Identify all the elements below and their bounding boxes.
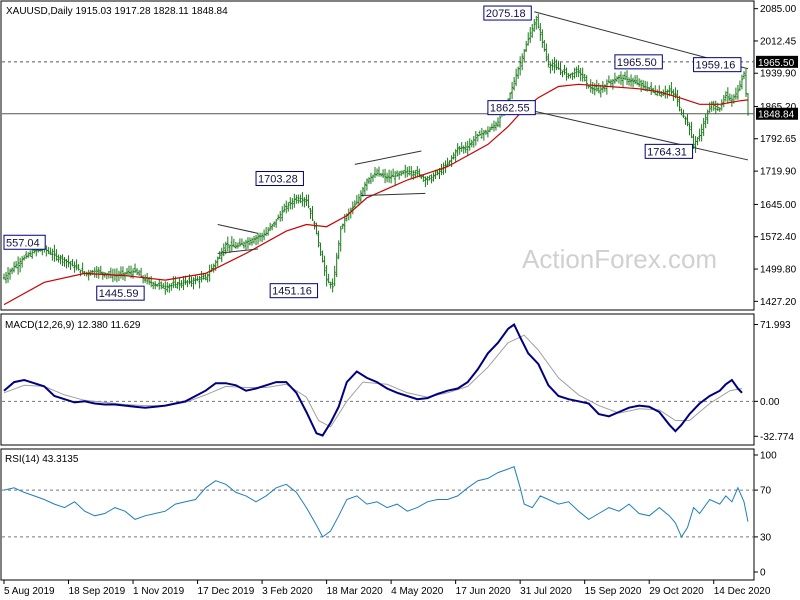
rsi-panel <box>0 448 755 581</box>
annotation-label: 1445.59 <box>99 288 139 300</box>
y-tick-label: 1499.80 <box>760 265 797 276</box>
price-annotation-6: 1862.55 <box>487 100 536 116</box>
y-tick-label: 1719.90 <box>760 167 797 178</box>
x-tick-label: 18 Sep 2019 <box>69 586 126 597</box>
annotation-box <box>96 285 145 301</box>
rsi-y-axis: 100 70 30 0 <box>754 451 777 579</box>
trendline-6 <box>360 192 426 197</box>
y-tick-label: 0.00 <box>760 397 780 408</box>
price-annotation-3: 1703.28 <box>255 171 304 187</box>
price-panel <box>0 0 755 311</box>
price-annotation-7: 1965.50 <box>614 54 663 70</box>
price-panel-title: XAUUSD,Daily 1915.03 1917.28 1828.11 184… <box>6 6 228 17</box>
price-annotation-1: 557.04 <box>3 234 46 250</box>
macd-panel <box>0 313 755 446</box>
x-tick-label: 3 Feb 2020 <box>262 586 313 597</box>
price-annotations: 557.04 1445.59 1703.28 1451.16 2075.18 1862.5… <box>3 5 742 301</box>
price-y-axis: 2085.00 2012.45 1939.90 1865.20 1792.65 1719.… <box>754 4 798 308</box>
macd-panel-title: MACD(12,26,9) 12.380 11.629 <box>5 320 141 331</box>
trendlines-group <box>217 11 749 254</box>
macd-series-group <box>2 322 754 437</box>
x-tick-label: 5 Aug 2019 <box>4 586 55 597</box>
annotation-box <box>483 5 532 21</box>
annotation-box <box>614 54 663 70</box>
y-tick-label: 0 <box>760 568 766 579</box>
annotation-box <box>487 100 536 116</box>
rsi-panel-title: RSI(14) 43.3135 <box>5 454 79 465</box>
price-annotation-9: 1764.31 <box>644 143 694 159</box>
x-tick-label: 4 May 2020 <box>391 586 444 597</box>
trendline-5 <box>354 150 422 165</box>
annotation-label: 1965.50 <box>617 57 657 69</box>
trendline-4 <box>217 248 259 254</box>
price-annotation-5: 2075.18 <box>483 5 532 21</box>
x-tick-label: 15 Sep 2020 <box>585 586 642 597</box>
price-tag-label: 1848.84 <box>758 110 795 121</box>
y-tick-label: -32.774 <box>760 432 794 443</box>
x-tick-label: 17 Dec 2019 <box>198 586 255 597</box>
annotation-box <box>269 283 319 299</box>
y-tick-label: 1572.40 <box>760 232 797 243</box>
price-annotation-2: 1445.59 <box>96 285 145 301</box>
price-series-group <box>2 13 750 306</box>
annotation-box <box>693 57 742 73</box>
x-tick-label: 1 Nov 2019 <box>133 586 185 597</box>
trendline-3 <box>217 223 259 234</box>
y-tick-label: 100 <box>760 451 777 462</box>
x-tick-label: 14 Dec 2020 <box>714 586 771 597</box>
annotation-label: 2075.18 <box>486 8 526 20</box>
price-annotation-4: 1451.16 <box>269 283 319 299</box>
macd-signal-line <box>3 334 743 428</box>
price-tag-label: 1965.50 <box>758 58 795 69</box>
y-tick-label: 1865.20 <box>760 102 797 113</box>
y-tick-label: 1427.20 <box>760 297 797 308</box>
watermark: ActionForex.com <box>522 244 717 274</box>
x-tick-label: 18 Mar 2020 <box>327 586 384 597</box>
annotation-label: 1862.55 <box>490 103 530 115</box>
y-tick-label: 1792.65 <box>760 134 797 145</box>
annotation-label: 1959.16 <box>696 60 736 72</box>
y-tick-label: 2085.00 <box>760 4 797 15</box>
x-tick-label: 17 Jun 2020 <box>456 586 511 597</box>
macd-line <box>3 322 743 437</box>
annotation-label: 557.04 <box>6 237 40 249</box>
rsi-line <box>3 466 749 538</box>
x-tick-label: 31 Jul 2020 <box>520 586 572 597</box>
y-tick-label: 1645.00 <box>760 200 797 211</box>
moving-average-line <box>3 83 749 306</box>
x-tick-label: 29 Oct 2020 <box>649 586 704 597</box>
y-tick-label: 2012.45 <box>760 36 797 47</box>
y-tick-label: 1939.90 <box>760 69 797 80</box>
annotation-label: 1764.31 <box>647 146 687 158</box>
annotation-box <box>255 171 304 187</box>
annotation-box <box>3 234 46 250</box>
annotation-label: 1703.28 <box>258 174 298 186</box>
price-tag-bg <box>756 107 798 120</box>
date-x-axis: 5 Aug 2019 18 Sep 2019 1 Nov 2019 17 Dec 20… <box>3 580 771 597</box>
y-tick-label: 30 <box>760 532 772 543</box>
annotation-label: 1451.16 <box>272 286 312 298</box>
trendline-2 <box>507 104 749 161</box>
macd-y-axis: 71.993 0.00 -32.774 <box>754 320 794 443</box>
annotation-box <box>644 143 694 159</box>
rsi-series-group <box>2 466 754 538</box>
y-tick-label: 70 <box>760 486 772 497</box>
price-annotation-8: 1959.16 <box>693 57 742 73</box>
y-tick-label: 71.993 <box>760 320 791 331</box>
price-tag-bg <box>756 55 798 68</box>
